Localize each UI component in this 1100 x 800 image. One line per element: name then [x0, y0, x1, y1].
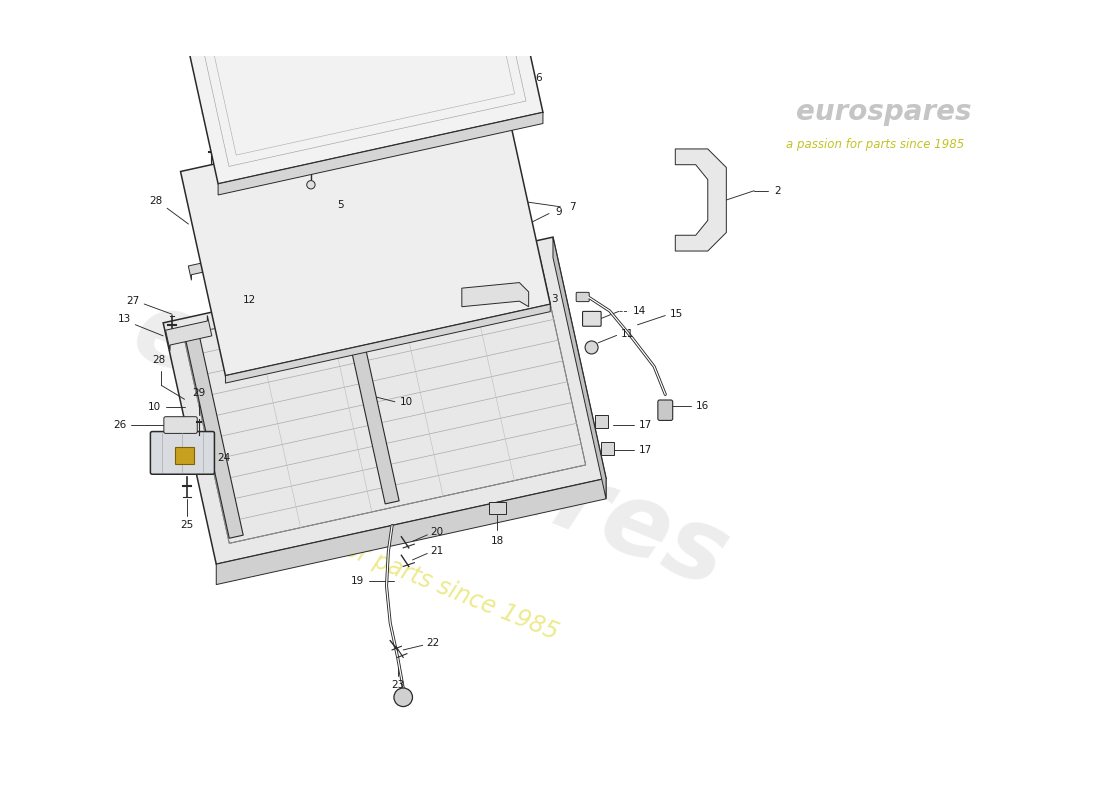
- Text: 2: 2: [774, 186, 781, 196]
- Text: 19: 19: [351, 576, 364, 586]
- Polygon shape: [180, 100, 550, 376]
- Polygon shape: [226, 304, 550, 383]
- Polygon shape: [218, 112, 543, 195]
- Circle shape: [307, 181, 315, 189]
- Text: 5: 5: [338, 200, 344, 210]
- Text: 22: 22: [427, 638, 440, 647]
- Text: 8: 8: [500, 59, 507, 70]
- Text: 7: 7: [569, 202, 575, 212]
- Text: 3: 3: [551, 294, 558, 304]
- Polygon shape: [675, 149, 726, 251]
- Text: 12: 12: [242, 295, 255, 305]
- Polygon shape: [553, 237, 606, 499]
- Text: 30: 30: [251, 89, 264, 99]
- Text: 13: 13: [118, 314, 131, 324]
- Text: 28: 28: [150, 196, 163, 206]
- Text: 29: 29: [200, 106, 213, 115]
- Polygon shape: [184, 327, 243, 538]
- Text: 17: 17: [638, 445, 652, 455]
- Text: 17: 17: [638, 420, 652, 430]
- Polygon shape: [188, 222, 363, 280]
- Polygon shape: [163, 237, 606, 564]
- FancyBboxPatch shape: [595, 414, 607, 427]
- Text: 14: 14: [632, 306, 646, 316]
- FancyBboxPatch shape: [576, 292, 590, 302]
- Bar: [175, 447, 194, 464]
- Polygon shape: [513, 79, 516, 102]
- Text: 27: 27: [126, 296, 140, 306]
- FancyBboxPatch shape: [151, 431, 214, 474]
- Text: eurospares: eurospares: [118, 282, 740, 610]
- Text: a passion for parts since 1985: a passion for parts since 1985: [222, 489, 562, 645]
- Text: 1: 1: [422, 0, 429, 1]
- Text: 20: 20: [430, 527, 443, 537]
- Text: 15: 15: [670, 309, 683, 318]
- Circle shape: [394, 688, 412, 706]
- Text: 26: 26: [113, 420, 127, 430]
- Text: 9: 9: [554, 206, 562, 217]
- Text: 29: 29: [192, 387, 206, 398]
- Text: 10: 10: [399, 397, 412, 406]
- Text: 24: 24: [217, 453, 230, 462]
- Text: a passion for parts since 1985: a passion for parts since 1985: [785, 138, 964, 151]
- Text: 21: 21: [430, 546, 443, 556]
- FancyBboxPatch shape: [658, 400, 673, 421]
- Polygon shape: [371, 209, 515, 276]
- Polygon shape: [470, 94, 516, 113]
- Polygon shape: [466, 79, 516, 103]
- Polygon shape: [462, 282, 529, 306]
- Text: 4: 4: [210, 141, 217, 151]
- Polygon shape: [166, 315, 212, 350]
- Polygon shape: [340, 293, 399, 504]
- Text: 11: 11: [621, 329, 635, 338]
- Text: 25: 25: [180, 520, 194, 530]
- FancyBboxPatch shape: [583, 311, 601, 326]
- FancyBboxPatch shape: [490, 502, 506, 514]
- Text: 10: 10: [148, 402, 162, 412]
- Text: 16: 16: [696, 401, 710, 410]
- Text: eurospares: eurospares: [796, 98, 972, 126]
- Text: 23: 23: [390, 680, 405, 690]
- FancyBboxPatch shape: [164, 417, 197, 434]
- Circle shape: [585, 341, 598, 354]
- Polygon shape: [173, 0, 543, 184]
- Text: 18: 18: [491, 537, 504, 546]
- FancyBboxPatch shape: [601, 442, 614, 455]
- Polygon shape: [217, 478, 606, 585]
- Text: 28: 28: [152, 355, 165, 366]
- Text: 6: 6: [536, 73, 542, 82]
